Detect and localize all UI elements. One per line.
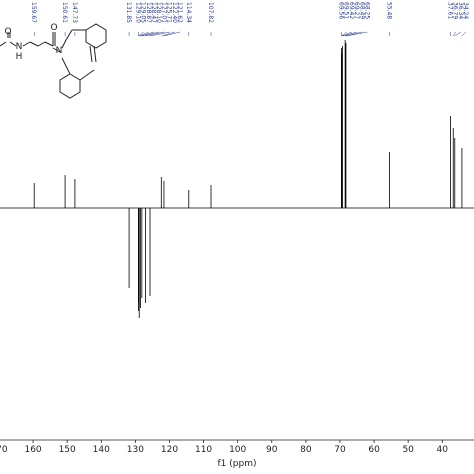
peak-label: 69.42 [348,2,355,19]
peak-label-tick [140,31,155,37]
x-tick-label: 140 [93,445,110,455]
x-tick-label: 160 [24,445,41,455]
x-tick-label: 60 [368,445,380,455]
atom-label: N [56,46,63,56]
peak-label-tick [145,31,165,37]
peak-label-tick [149,31,170,37]
peak-label-tick [453,31,456,37]
peak-label: 68.25 [363,2,370,19]
peak-label-tick [139,31,149,37]
peak-label: 159.67 [30,2,37,23]
peak-label: 69.27 [353,2,360,19]
peak-label: 127.01 [160,2,167,23]
x-tick-label: 80 [300,445,312,455]
x-tick-label: 110 [195,445,212,455]
peak-label: 129.10 [134,2,141,23]
peak-label: 69.56 [337,2,344,19]
peak-label: 128.47 [150,2,157,23]
peak-label: 147.73 [71,2,78,23]
atom-label: N [16,42,23,52]
peak-label: 125.71 [166,2,173,23]
peak-label-tick [345,31,368,37]
peak-label: 131.85 [125,2,132,23]
x-tick-label: 40 [437,445,449,455]
peak-label-tick [163,31,181,37]
peak-label-tick [342,31,358,37]
x-tick-label: 130 [127,445,144,455]
x-tick-label: 70 [334,445,346,455]
peak-label: 69.51 [343,2,350,19]
atom-label: O [4,27,11,37]
atom-label: O [50,23,57,33]
peak-label-tick [341,31,347,37]
peak-label: 107.82 [207,2,214,23]
peak-label: 55.48 [385,2,392,19]
peak-label-tick [461,31,467,37]
peak-label: 36.34 [457,2,464,19]
peak-label: 34.24 [462,2,469,19]
peak-label-tick [345,31,363,37]
x-tick-label: 150 [59,445,76,455]
peak-label: 129.05 [140,2,147,23]
peak-label: 37.61 [446,2,453,19]
structure [0,23,107,99]
peak-label: 114.34 [185,2,192,23]
peak-label-tick [454,31,461,37]
peak-label-tick [138,31,144,37]
peak-label: 121.62 [176,2,183,23]
x-tick-label: 120 [161,445,178,455]
peak-label: 128.10 [155,2,162,23]
peak-label-tick [161,31,175,37]
peak-label: 68.49 [358,2,365,19]
peak-label-tick [341,31,352,37]
x-tick-label: 50 [402,445,414,455]
x-tick-label: 100 [229,445,246,455]
x-tick-label: 90 [266,445,278,455]
peak-label-tick [141,31,160,37]
atom-label: H [16,52,23,62]
x-tick-label: 170 [0,445,8,455]
peak-label: 122.40 [171,2,178,23]
peak-label: 150.61 [61,2,68,23]
peak-label: 36.79 [452,2,459,19]
x-axis-label: f1 (ppm) [218,459,257,469]
peak-label: 128.87 [145,2,152,23]
